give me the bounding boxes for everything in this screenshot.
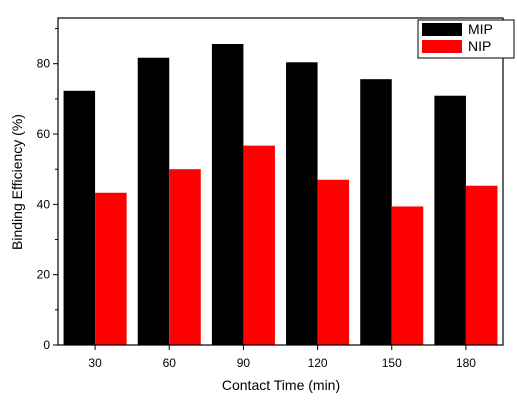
- bar-mip-180: [434, 95, 466, 346]
- y-tick-label: 60: [37, 127, 51, 141]
- legend-label-mip: MIP: [468, 21, 493, 37]
- bar-mip-60: [137, 57, 170, 345]
- legend-swatch-mip: [422, 23, 462, 36]
- x-tick-label-120: 120: [308, 356, 328, 370]
- x-axis-title: Contact Time (min): [222, 377, 340, 393]
- bars-group: [63, 44, 498, 346]
- bar-mip-120: [286, 62, 318, 346]
- x-tick-label-90: 90: [237, 356, 251, 370]
- bar-mip-150: [360, 79, 392, 346]
- plot-frame: [57, 17, 504, 346]
- legend-label-nip: NIP: [468, 38, 491, 54]
- x-axis: 30 60 90 120 150 180: [88, 345, 476, 370]
- x-tick-label-60: 60: [163, 356, 177, 370]
- y-axis: 0 20 40 60 80: [37, 28, 58, 352]
- y-tick-label: 20: [37, 268, 51, 282]
- x-tick-label-150: 150: [382, 356, 402, 370]
- y-tick-label: 0: [43, 338, 50, 352]
- bar-mip-30: [63, 90, 96, 345]
- bar-nip-30: [95, 192, 127, 345]
- legend-swatch-nip: [422, 40, 462, 53]
- bar-nip-60: [169, 169, 201, 345]
- y-axis-title: Binding Efficiency (%): [9, 114, 25, 250]
- bar-nip-120: [317, 179, 350, 345]
- x-tick-label-30: 30: [88, 356, 102, 370]
- bar-mip-90: [211, 44, 244, 346]
- bar-nip-150: [391, 206, 424, 345]
- y-tick-label: 40: [37, 197, 51, 211]
- bar-nip-180: [465, 185, 498, 345]
- x-tick-label-180: 180: [456, 356, 476, 370]
- bar-nip-90: [243, 145, 275, 345]
- y-tick-label: 80: [37, 57, 51, 71]
